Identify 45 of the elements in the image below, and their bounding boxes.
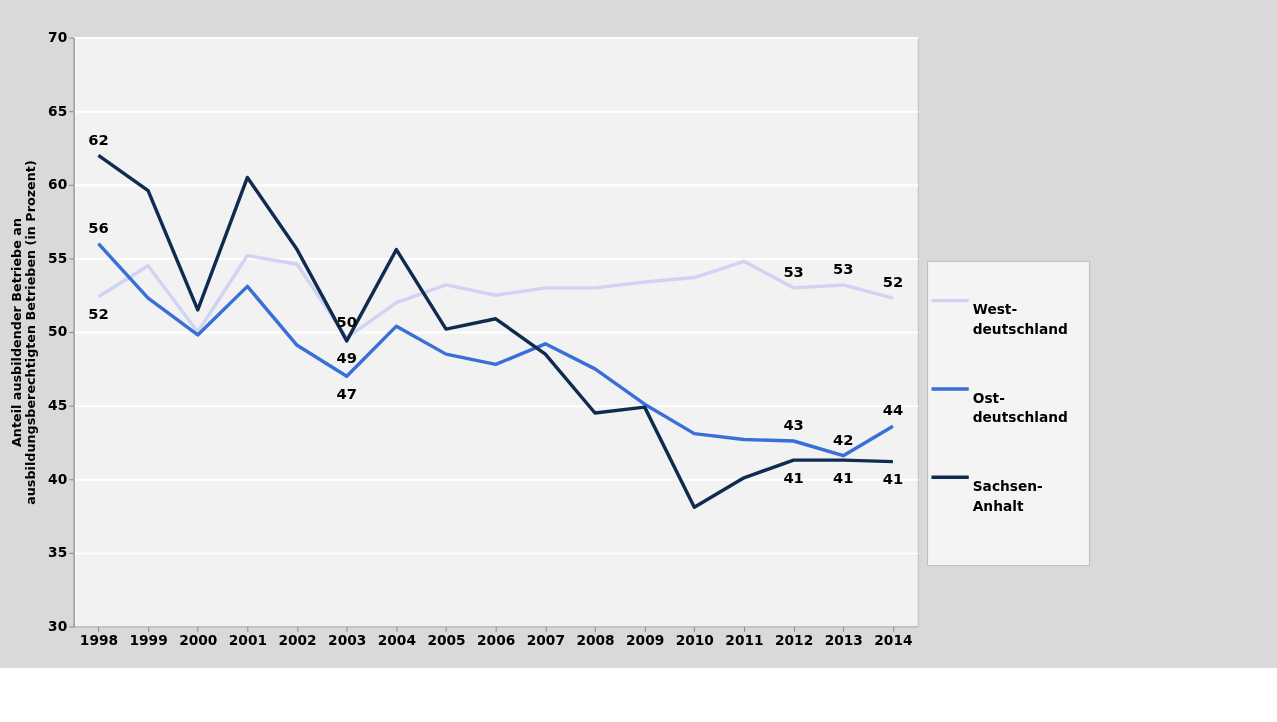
x-tick-label: 2003 [328, 631, 367, 648]
data-label: 47 [336, 384, 357, 402]
data-label: 41 [833, 468, 854, 486]
y-tick-label: 60 [48, 176, 68, 193]
text: West-deutschland [972, 301, 1068, 337]
data-label: 53 [783, 263, 804, 281]
x-tick-label: 2014 [874, 631, 913, 648]
x-tick-label: 2008 [576, 631, 615, 648]
x-tick-label: 2012 [774, 631, 814, 648]
data-label: 53 [833, 260, 854, 278]
x-tick-label: 2007 [526, 631, 565, 648]
text: Ost-deutschland [972, 389, 1068, 426]
data-label: 52 [882, 273, 904, 291]
x-tick-label: 2010 [675, 631, 714, 648]
data-label: 41 [882, 470, 904, 488]
data-label: 62 [88, 130, 109, 148]
y-axis-title: Anteil ausbildender Betriebe an ausbildungsberechtigten Betrieben (in Prozent) [8, 160, 39, 505]
x-tick-label: 2000 [179, 631, 218, 648]
y-tick-label: 40 [48, 470, 68, 487]
x-tick-label: 2002 [278, 631, 317, 648]
x-tick-label: 2004 [377, 631, 416, 648]
x-tick-label: 2001 [228, 631, 268, 648]
data-label: 50 [336, 313, 357, 331]
data-label: 52 [88, 305, 109, 323]
x-tick-label: 1999 [129, 631, 168, 648]
x-tick-label: 2013 [824, 631, 863, 648]
data-label: 56 [88, 218, 109, 236]
y-tick-label: 30 [48, 617, 68, 634]
y-tick-label: 45 [48, 397, 68, 414]
data-label: 41 [783, 468, 804, 486]
text: Sachsen-Anhalt [972, 478, 1043, 514]
y-tick-label: 35 [48, 544, 68, 561]
x-tick-label: 1998 [79, 631, 119, 648]
data-label: 44 [882, 401, 904, 419]
x-tick-label: 2006 [477, 631, 516, 648]
y-tick-label: 55 [48, 249, 68, 266]
data-label: 43 [783, 416, 804, 434]
x-tick-label: 2005 [427, 631, 466, 648]
y-tick-label: 65 [48, 102, 68, 119]
y-tick-label: 50 [48, 323, 68, 340]
x-tick-label: 2009 [626, 631, 665, 648]
x-tick-label: 2011 [725, 631, 764, 648]
y-tick-label: 70 [48, 28, 68, 45]
data-label: 42 [833, 430, 854, 448]
data-label: 49 [336, 349, 357, 367]
